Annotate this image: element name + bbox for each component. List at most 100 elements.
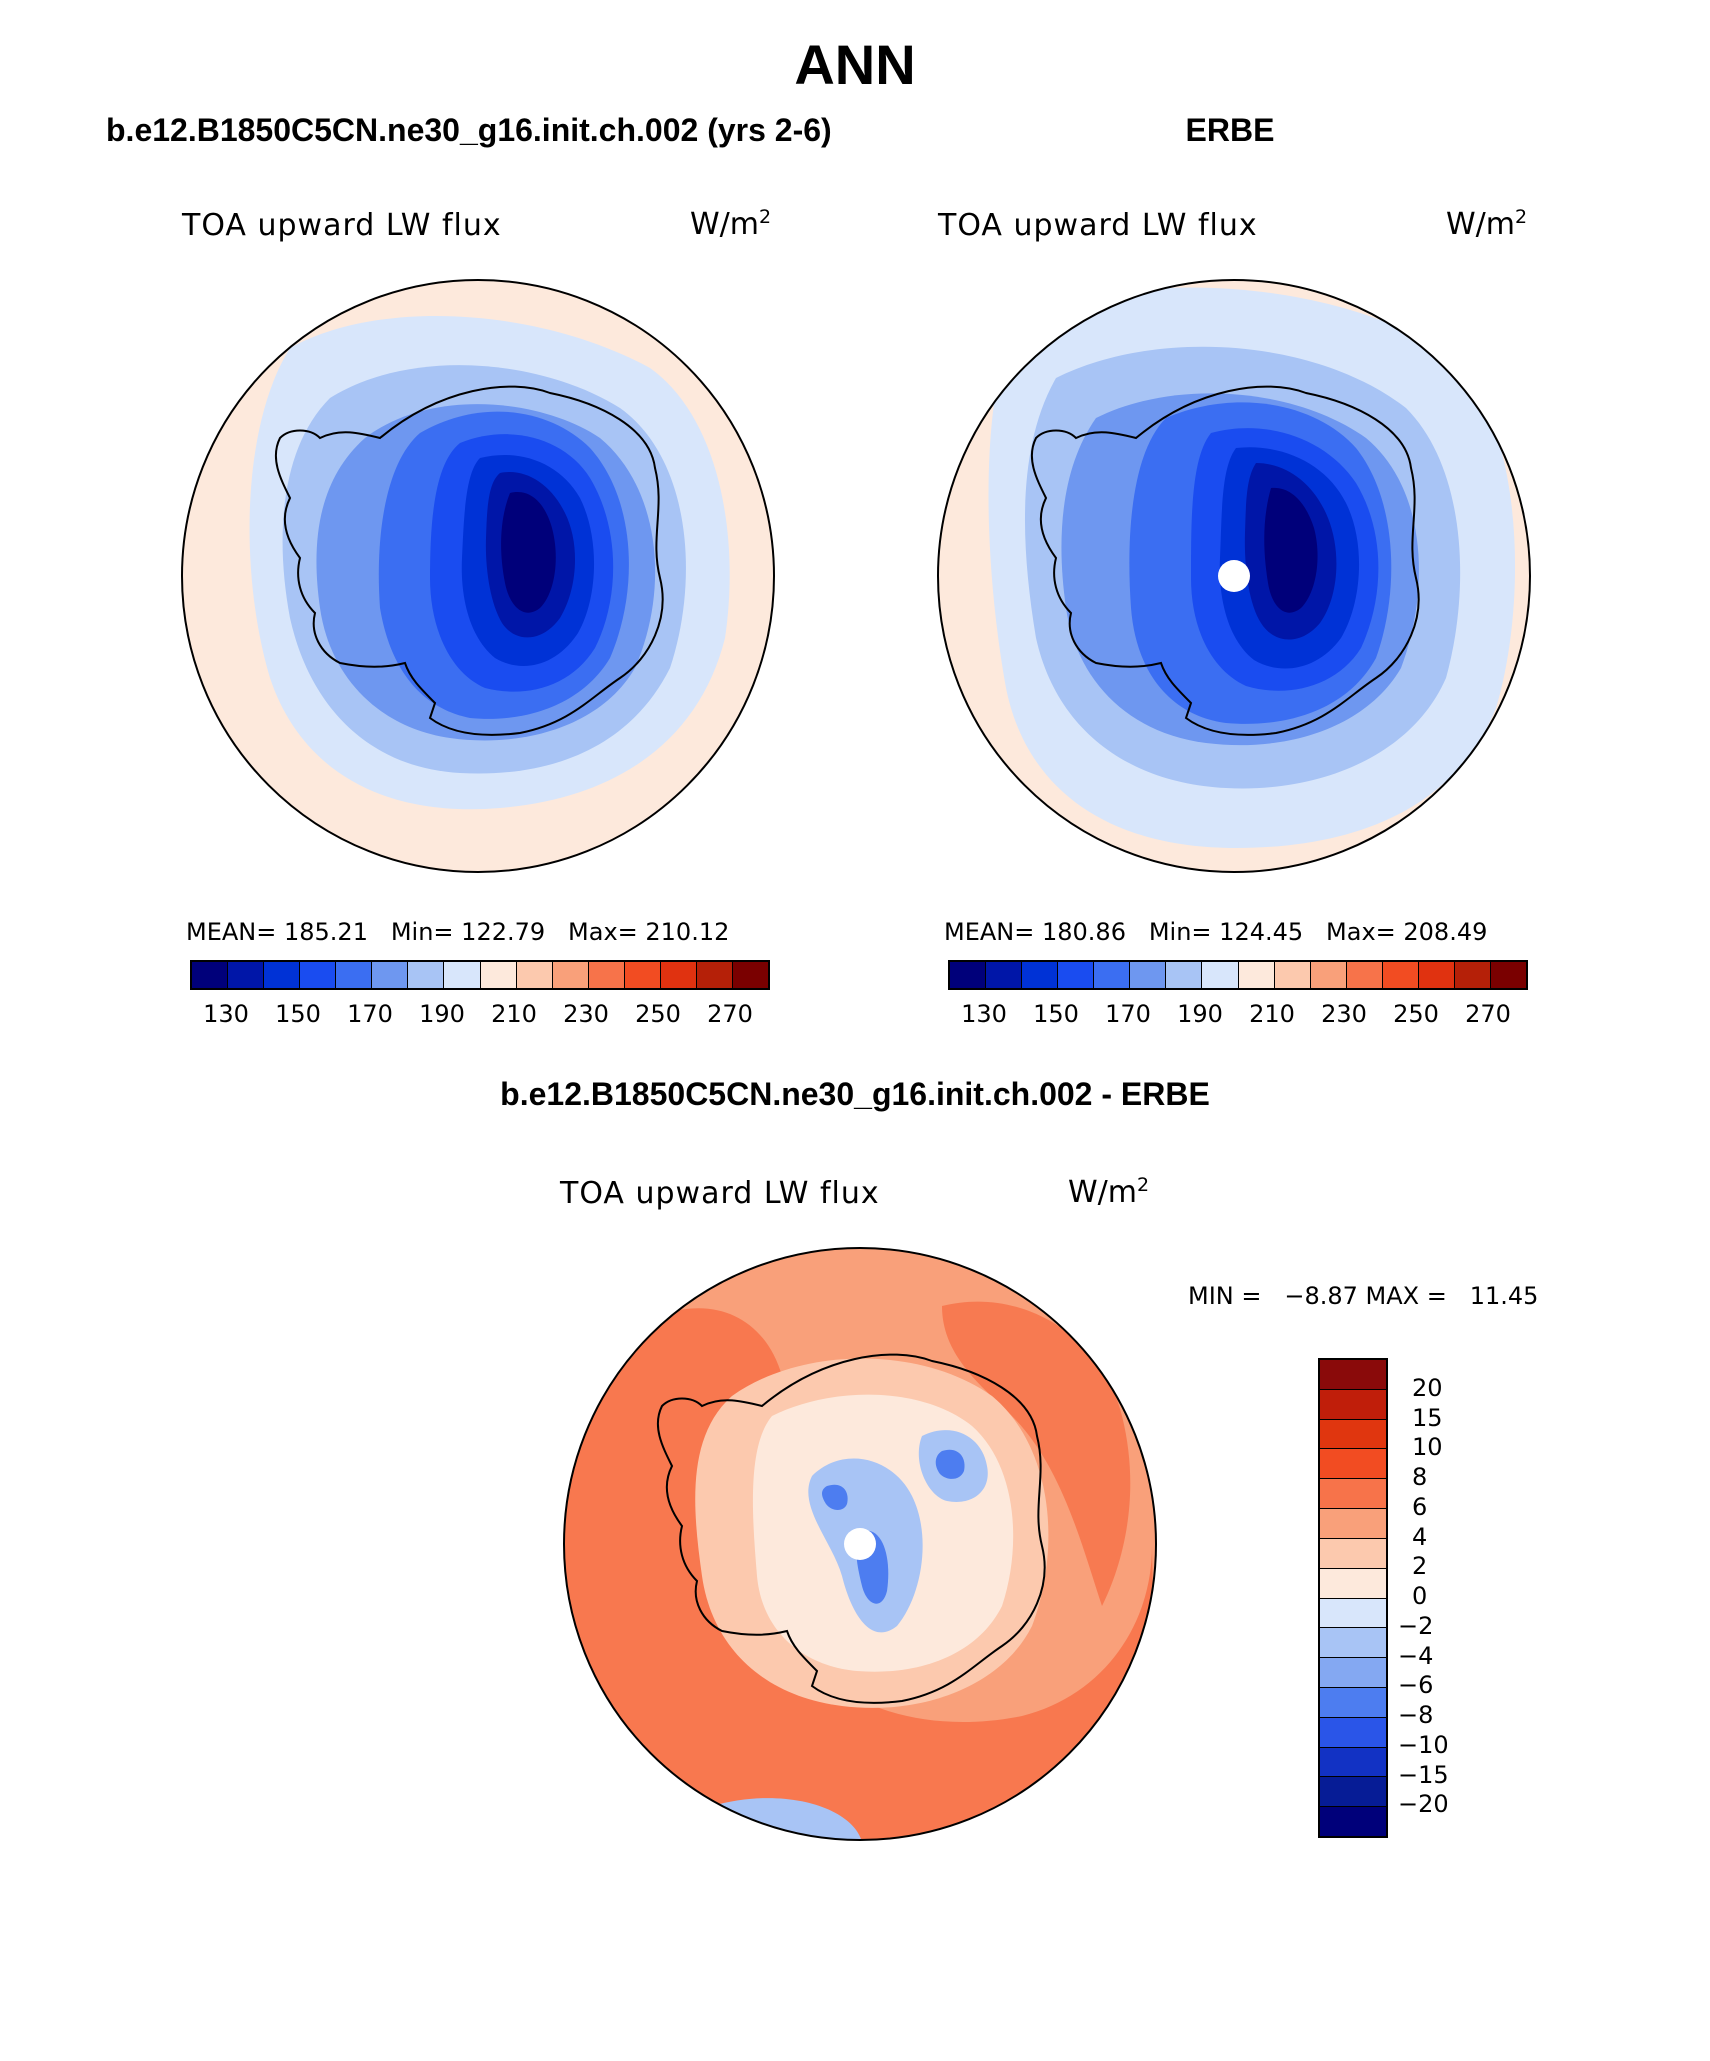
colorbar-swatch [444,962,481,988]
panel-1-units: W/m2 [690,206,772,242]
colorbar-swatch [1320,1717,1386,1748]
colorbar-swatch [228,962,265,988]
colorbar-swatch [588,962,625,988]
colorbar-swatch [1454,962,1491,988]
colorbar-label: 190 [1177,1000,1223,1028]
colorbar-swatch [1320,1568,1386,1599]
panel-1-polar-map [181,279,775,873]
diff-variable: TOA upward LW flux [560,1176,880,1211]
colorbar-swatch [480,962,517,988]
panel-2-polar-map [937,279,1531,873]
colorbar-label: −20 [1398,1790,1449,1819]
panel-2-units: W/m2 [1446,206,1528,242]
diff-colorbar-labels: 20 15 10 8 6 4 2 0 −2 −4 −6 −8 −10 −15 −20 [1398,1358,1498,1834]
colorbar-label: 8 [1412,1463,1428,1491]
colorbar-label: 0 [1412,1582,1428,1610]
colorbar-label: 20 [1412,1373,1443,1402]
colorbar-swatch [696,962,733,988]
colorbar-label: 210 [491,1000,537,1028]
panel-1-colorbar [190,960,770,990]
colorbar-swatch [1320,1449,1386,1480]
colorbar-swatch [552,962,589,988]
colorbar-label: 270 [1465,1000,1511,1028]
panel-1-case-title: b.e12.B1850C5CN.ne30_g16.init.ch.002 (yr… [106,112,832,148]
colorbar-label: 15 [1412,1403,1443,1432]
colorbar-swatch [1418,962,1455,988]
colorbar-label: 2 [1412,1552,1428,1581]
colorbar-label: 210 [1249,1000,1295,1028]
colorbar-swatch [1320,1807,1386,1836]
colorbar-label: 4 [1412,1522,1428,1551]
colorbar-swatch [516,962,553,988]
panel-1-stats: MEAN= 185.21 Min= 122.79 Max= 210.12 [186,918,730,946]
main-title: ANN [794,33,916,96]
colorbar-label: 230 [1321,1000,1367,1028]
colorbar-swatch [732,962,768,988]
colorbar-swatch [408,962,445,988]
panel-2-case-title: ERBE [1185,112,1275,148]
colorbar-label: 150 [1033,1000,1079,1028]
panel-2-stats: MEAN= 180.86 Min= 124.45 Max= 208.49 [944,918,1488,946]
colorbar-swatch [1320,1389,1386,1420]
colorbar-label: −6 [1398,1671,1434,1700]
colorbar-swatch [986,962,1023,988]
colorbar-label: −10 [1398,1730,1449,1759]
colorbar-swatch [1320,1419,1386,1450]
colorbar-swatch [1310,962,1347,988]
colorbar-swatch [1320,1747,1386,1778]
colorbar-swatch [1320,1598,1386,1629]
colorbar-swatch [1058,962,1095,988]
diff-case-title: b.e12.B1850C5CN.ne30_g16.init.ch.002 - E… [500,1076,1210,1112]
colorbar-swatch [1274,962,1311,988]
colorbar-label: −8 [1398,1701,1434,1729]
colorbar-swatch [336,962,373,988]
panel-1-colorbar-labels: 130 150 170 190 210 230 250 270 [190,1000,770,1030]
colorbar-swatch [1320,1360,1386,1390]
colorbar-swatch [300,962,337,988]
colorbar-label: 150 [275,1000,321,1028]
colorbar-swatch [1130,962,1167,988]
diff-polar-map [563,1247,1157,1841]
colorbar-swatch [1320,1687,1386,1718]
colorbar-label: 130 [961,1000,1007,1028]
colorbar-label: 190 [419,1000,465,1028]
diff-colorbar [1318,1358,1388,1838]
colorbar-swatch [1346,962,1383,988]
colorbar-swatch [1238,962,1275,988]
panel-1-variable: TOA upward LW flux [182,208,502,243]
panel-2-colorbar-labels: 130 150 170 190 210 230 250 270 [948,1000,1528,1030]
colorbar-swatch [1202,962,1239,988]
colorbar-swatch [1094,962,1131,988]
colorbar-swatch [1320,1509,1386,1539]
colorbar-swatch [1490,962,1526,988]
colorbar-label: −4 [1398,1641,1434,1670]
panel-2-variable: TOA upward LW flux [938,208,1258,243]
colorbar-label: −2 [1398,1611,1434,1640]
colorbar-label: 250 [1393,1000,1439,1028]
colorbar-label: 250 [635,1000,681,1028]
colorbar-swatch [624,962,661,988]
colorbar-swatch [1320,1777,1386,1808]
colorbar-label: 230 [563,1000,609,1028]
colorbar-swatch [192,962,229,988]
diff-units: W/m2 [1068,1174,1150,1210]
colorbar-swatch [1320,1658,1386,1688]
colorbar-label: 130 [203,1000,249,1028]
colorbar-swatch [1320,1479,1386,1510]
colorbar-label: 10 [1412,1433,1443,1462]
colorbar-label: 170 [1105,1000,1151,1028]
colorbar-label: 170 [347,1000,393,1028]
colorbar-swatch [264,962,301,988]
colorbar-swatch [1022,962,1059,988]
colorbar-swatch [660,962,697,988]
colorbar-swatch [372,962,409,988]
colorbar-swatch [1166,962,1203,988]
colorbar-label: 6 [1412,1492,1428,1521]
colorbar-swatch [1320,1628,1386,1659]
colorbar-swatch [1382,962,1419,988]
panel-2-colorbar [948,960,1528,990]
colorbar-label: −15 [1398,1760,1449,1789]
diff-stats: MIN = −8.87 MAX = 11.45 [1188,1282,1539,1310]
colorbar-swatch [1320,1538,1386,1569]
colorbar-swatch [950,962,987,988]
